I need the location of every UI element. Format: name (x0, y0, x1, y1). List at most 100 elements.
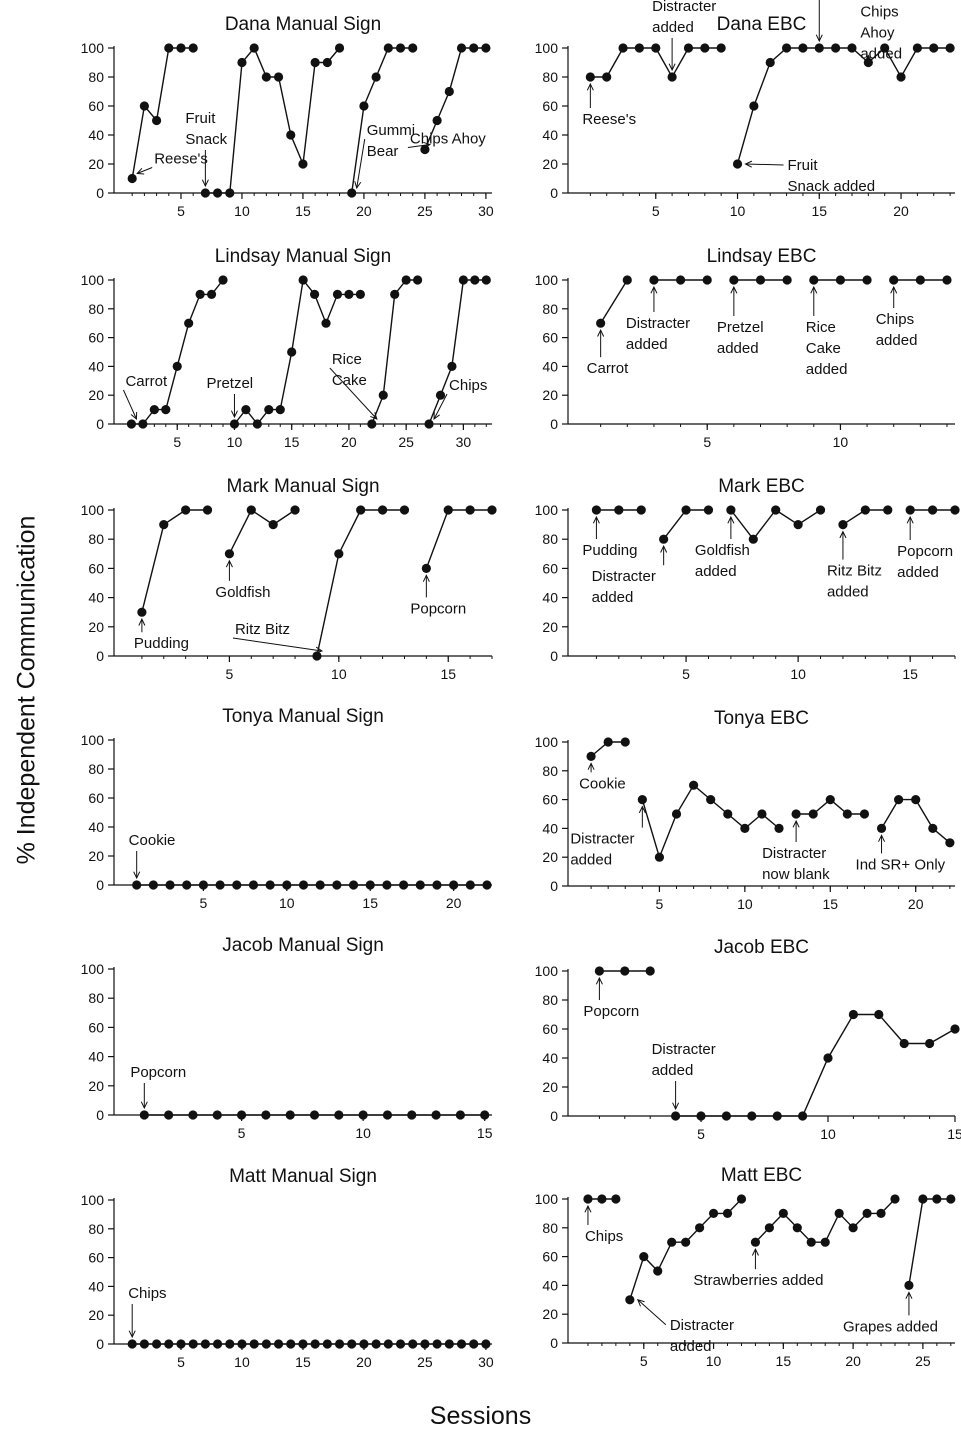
annotation-arrowhead (136, 167, 145, 175)
data-point (750, 1237, 761, 1247)
data-point (848, 1223, 858, 1233)
data-point (637, 795, 647, 805)
data-point (127, 1339, 137, 1349)
annotation-label: Distracter added (592, 568, 656, 606)
y-tick-label: 100 (81, 732, 105, 748)
y-tick-label: 40 (88, 590, 104, 606)
panel-title: Tonya EBC (714, 708, 809, 729)
data-point (195, 289, 205, 299)
data-point (583, 1194, 593, 1204)
x-tick-label: 15 (902, 666, 918, 682)
data-point (671, 1111, 681, 1121)
x-tick-label: 20 (845, 1353, 861, 1369)
x-tick-label: 15 (362, 895, 378, 911)
panel-10: Jacob EBC 0 20 40 60 80 100 5 10 15 Popcorn Distrac… (535, 937, 961, 1142)
data-point (649, 275, 659, 285)
data-point (298, 880, 309, 890)
data-point (237, 57, 247, 68)
x-tick-label: 10 (234, 1354, 250, 1370)
data-point (667, 72, 677, 82)
x-tick-label: 10 (730, 203, 746, 219)
y-tick-label: 40 (542, 127, 558, 143)
x-tick-label: 5 (173, 434, 181, 450)
y-tick-label: 60 (88, 98, 104, 114)
data-point (946, 1194, 956, 1204)
x-tick-label: 30 (478, 203, 494, 219)
annotation-label: Distracter now blank (762, 845, 830, 883)
y-tick-label: 100 (535, 40, 559, 56)
data-point (432, 1339, 442, 1349)
x-tick-label: 10 (737, 896, 753, 912)
data-point (748, 534, 758, 544)
data-point (596, 318, 606, 328)
data-point (237, 1339, 247, 1349)
y-tick-label: 20 (88, 619, 104, 635)
data-point (890, 1194, 900, 1204)
data-point (449, 880, 459, 890)
annotation-label: Cookie (579, 775, 626, 792)
panel-title: Jacob EBC (714, 937, 809, 958)
data-point (310, 57, 320, 68)
annotation-label: Chips (128, 1285, 166, 1302)
data-point (378, 390, 388, 400)
data-point (139, 101, 149, 111)
annotation-label: Fruit Snack added (788, 157, 876, 195)
data-point (225, 188, 235, 198)
figure-x-axis-label: Sessions (429, 1402, 532, 1430)
data-point (603, 737, 613, 747)
y-tick-label: 60 (88, 330, 104, 346)
data-point (218, 275, 228, 285)
data-point (778, 1208, 788, 1218)
data-point (322, 57, 332, 68)
data-point (172, 361, 182, 371)
data-point (408, 1339, 418, 1349)
y-tick-label: 40 (542, 358, 558, 374)
x-tick-label: 15 (295, 203, 311, 219)
y-tick-label: 100 (535, 1191, 559, 1207)
annotation-label: Distracter added (626, 315, 690, 353)
data-point (481, 275, 491, 285)
data-point (322, 1339, 332, 1349)
x-tick-label: 25 (398, 434, 414, 450)
data-point (645, 966, 655, 976)
data-point (355, 289, 365, 299)
data-point (695, 1223, 705, 1233)
data-point (736, 1194, 747, 1204)
data-point (252, 419, 262, 429)
data-point (671, 809, 682, 819)
data-point (683, 43, 694, 53)
data-point (703, 505, 714, 515)
data-point (444, 86, 454, 97)
annotation-label: Rice Cake (332, 351, 367, 389)
data-point (149, 405, 159, 415)
x-tick-label: 5 (697, 1126, 705, 1142)
data-point (358, 1110, 368, 1120)
annotation-arrowhead (354, 181, 362, 190)
data-point (876, 1208, 886, 1218)
y-tick-label: 100 (81, 40, 105, 56)
data-point (148, 880, 158, 890)
data-point (791, 809, 801, 819)
data-point (282, 880, 292, 890)
data-point (261, 1110, 271, 1120)
annotation-arrowhead (201, 179, 209, 188)
x-tick-label: 15 (947, 1126, 961, 1142)
data-point (176, 1339, 186, 1349)
data-point (334, 43, 345, 53)
annotation-arrow (329, 367, 378, 420)
data-point (771, 505, 781, 515)
annotation-arrowhead (890, 285, 898, 294)
data-point (287, 347, 297, 357)
annotation-arrowhead (730, 285, 738, 294)
data-point (407, 1110, 417, 1120)
data-point (740, 823, 750, 834)
annotation-label: Strawberries added (693, 1272, 823, 1289)
data-point (883, 505, 893, 515)
data-point (469, 43, 479, 53)
data-point (395, 1339, 406, 1349)
annotation-arrowhead (660, 545, 668, 553)
data-point (842, 809, 852, 819)
data-point (164, 1339, 174, 1349)
x-tick-label: 5 (652, 203, 660, 219)
annotation-arrowhead (586, 82, 594, 91)
